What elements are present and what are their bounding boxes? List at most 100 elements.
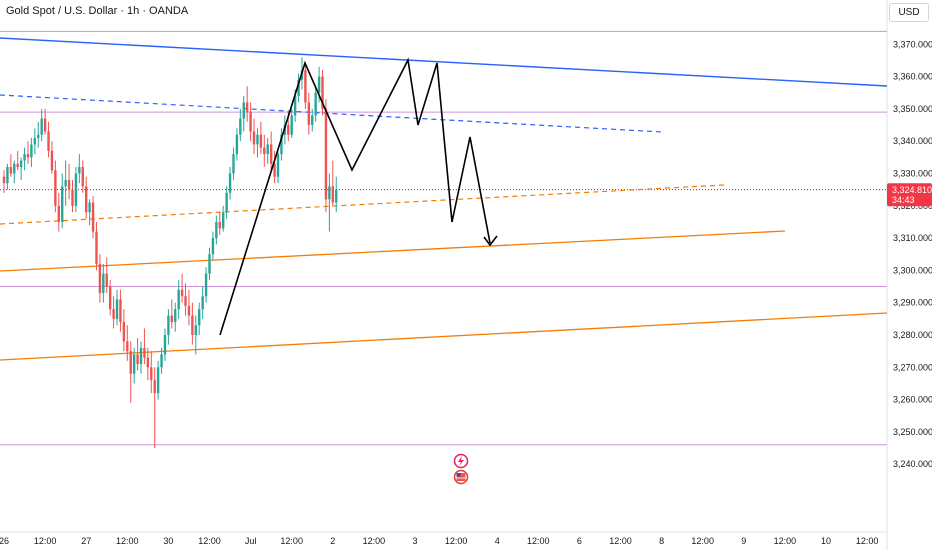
candle (198, 302, 201, 335)
y-tick-label: 3,250.000 (893, 427, 932, 437)
x-tick-label: 12:00 (34, 536, 57, 546)
flash-event-icon[interactable] (453, 453, 469, 469)
candle (222, 205, 225, 232)
candle-body (122, 322, 126, 342)
candle-body (81, 167, 84, 187)
candle-body (252, 131, 256, 145)
candle-body (26, 154, 30, 158)
candle (40, 108, 43, 142)
candle (13, 160, 16, 184)
candle-body (115, 299, 119, 319)
candle (16, 150, 19, 171)
candle (112, 296, 115, 329)
candle (88, 199, 91, 226)
candle (307, 92, 311, 135)
y-tick-label: 3,270.000 (893, 362, 932, 372)
candle-body (321, 76, 324, 109)
candle-body (218, 221, 221, 229)
candle (311, 108, 314, 132)
candle (321, 70, 324, 116)
candle-body (194, 325, 197, 335)
candle-body (9, 167, 13, 174)
candle (37, 121, 40, 148)
candle (146, 347, 150, 381)
candle-body (290, 115, 293, 135)
currency-button[interactable]: USD (889, 3, 929, 22)
candle-body (129, 351, 132, 374)
flag-canton (456, 473, 461, 477)
x-tick-label: 12:00 (856, 536, 879, 546)
candle-body (201, 296, 204, 310)
candle-body (19, 160, 23, 168)
candle-body (98, 263, 102, 293)
candle (245, 86, 249, 122)
candle (180, 273, 184, 303)
candle-body (74, 173, 78, 206)
x-tick-label: 12:00 (445, 536, 468, 546)
candle-body (139, 347, 143, 365)
y-tick-label: 3,350.000 (893, 104, 932, 114)
candle-body (297, 79, 300, 96)
candle-body (256, 134, 259, 145)
candle-body (174, 309, 177, 323)
candle (85, 176, 88, 219)
price-tag-box (887, 183, 932, 207)
candle-body (13, 163, 16, 174)
time-axis[interactable]: 26 12:00 27 12:00 30 12:00 Jul 12:00 2 12:00 3 12:0… (0, 536, 878, 546)
blue-dashed-trendline (0, 94, 663, 133)
candle (177, 280, 180, 319)
candle (57, 192, 60, 232)
candle-body (23, 154, 26, 161)
candle-body (307, 102, 311, 126)
candle-body (215, 221, 218, 239)
candle (26, 141, 30, 164)
candle-body (105, 273, 108, 287)
candle-body (177, 289, 180, 310)
candle (64, 160, 67, 206)
candle (211, 231, 215, 261)
candle-body (242, 102, 245, 119)
candle (115, 289, 119, 326)
candle (61, 173, 64, 229)
orange-support-line (0, 230, 786, 272)
candle-body (132, 354, 136, 374)
x-tick-label: 26 (0, 536, 9, 546)
x-tick-label: 12:00 (280, 536, 303, 546)
candle-body (276, 154, 280, 177)
candle (266, 137, 269, 164)
event-markers[interactable] (453, 453, 469, 485)
price-axis[interactable]: 3,240.000 3,250.000 3,260.000 3,270.000 3,28… (893, 39, 932, 469)
candle (132, 347, 136, 384)
candle (204, 267, 208, 303)
candle (269, 131, 273, 171)
horizontal-levels (0, 30, 887, 446)
candle (228, 167, 232, 200)
candle (30, 137, 33, 168)
candle-body (314, 92, 317, 116)
candle (143, 328, 146, 365)
candle-body (228, 173, 232, 193)
x-tick-label: 4 (495, 536, 500, 546)
candle-body (335, 189, 338, 203)
candle (225, 186, 228, 219)
candle-body (293, 95, 297, 116)
candle-body (249, 112, 252, 132)
candle (280, 128, 283, 161)
candle-body (40, 118, 43, 135)
candle-body (88, 202, 91, 213)
x-tick-label: 12:00 (609, 536, 632, 546)
candle-body (150, 367, 153, 381)
y-tick-label: 3,310.000 (893, 233, 932, 243)
us-flag-event-icon[interactable] (453, 469, 469, 485)
candle-body (184, 296, 187, 306)
candle (290, 108, 293, 138)
candle (136, 338, 139, 371)
candle-body (146, 357, 150, 368)
candle (160, 347, 163, 374)
candle (218, 212, 221, 235)
candle (54, 160, 57, 213)
candle (105, 257, 108, 293)
candle (122, 309, 126, 352)
